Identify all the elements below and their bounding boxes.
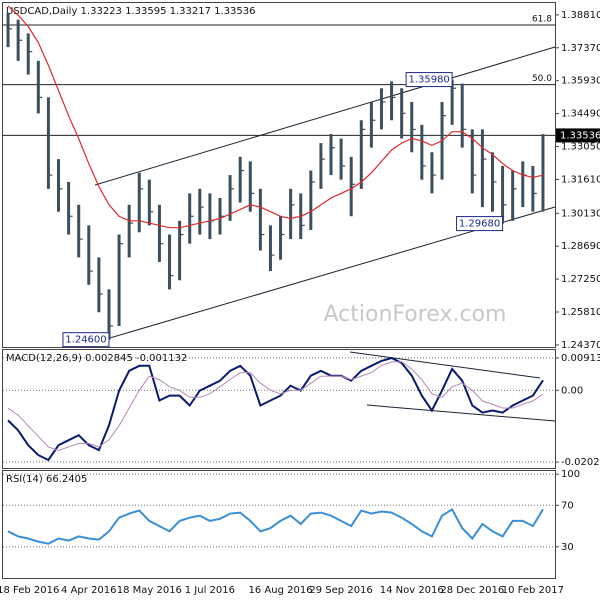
y-tick-label: 1.30130 [561,208,600,219]
annotation-box [405,72,453,88]
indicator-line [7,361,544,452]
last-price-label: 1.33536 [560,130,600,141]
x-tick-label: 4 Apr 2016 [61,585,116,596]
annotation-label: 1.24600 [65,335,106,346]
y-tick-label: 1.34490 [561,109,600,120]
x-tick-label: 10 Feb 2017 [502,585,564,596]
channel-upper [94,46,556,186]
annotation-label: 1.29680 [459,219,500,230]
y-tick-label: 1.35930 [561,76,600,87]
panel-title: MACD(12,26,9) 0.002845 -0.001132 [6,353,187,364]
price-panel [2,2,556,348]
x-tick-label: 14 Nov 2016 [380,585,444,596]
x-tick-label: 1 Jul 2016 [185,585,235,596]
x-tick-label: 16 Aug 2016 [249,585,313,596]
x-tick-label: 18 Feb 2016 [0,585,59,596]
y-tick-label: -0.020269 [561,457,600,468]
indicator-line [7,356,544,462]
x-tick-label: 18 May 2016 [117,585,182,596]
macd-trend-lower [366,404,556,422]
y-tick-label: 1.24370 [561,340,600,351]
macd-panel [2,349,556,469]
y-tick-label: 100 [561,469,580,480]
annotation-box [62,332,110,348]
y-tick-label: 0.009132 [561,353,600,364]
annotation-box [456,216,504,232]
y-tick-label: 1.28690 [561,241,600,252]
y-tick-label: 1.37370 [561,43,600,54]
last-price-box [556,128,600,143]
y-tick-label: 1.27250 [561,274,600,285]
annotation-label: 1.35980 [408,75,449,86]
macd-trend-upper [349,351,541,379]
y-tick-label: 1.33050 [561,142,600,153]
y-tick-label: 0.00 [561,385,583,396]
moving-average [7,5,544,229]
y-tick-label: 1.25810 [561,307,600,318]
panel-title: RSI(14) 66.2405 [6,474,87,485]
x-tick-label: 28 Dec 2016 [440,585,504,596]
y-tick-label: 1.38810 [561,10,600,21]
panel-title: USDCAD,Daily 1.33223 1.33595 1.33217 1.3… [6,6,256,17]
level-label: 50.0 [532,74,552,84]
x-tick-label: 29 Sep 2016 [309,585,372,596]
level-label: 61.8 [532,14,552,24]
y-tick-label: 30 [561,542,574,553]
y-tick-label: 70 [561,500,574,511]
rsi-panel [2,470,556,579]
indicator-line [7,507,544,545]
y-tick-label: 1.31610 [561,174,600,185]
watermark: ActionForex.com [324,302,507,327]
